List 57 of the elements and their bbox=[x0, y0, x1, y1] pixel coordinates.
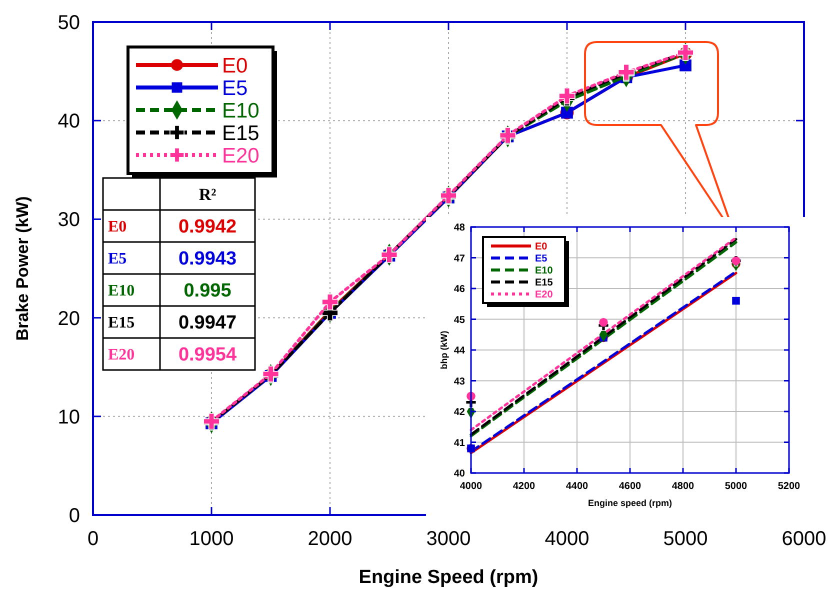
annotation: E10 bbox=[108, 282, 135, 300]
y-axis-title: Brake Power (kW) bbox=[13, 196, 32, 341]
y-tick-label: 44 bbox=[454, 346, 466, 356]
x-tick-label: 6000 bbox=[782, 528, 826, 550]
x-axis-title: Engine speed (rpm) bbox=[588, 498, 672, 508]
y-tick-label: 40 bbox=[58, 110, 80, 133]
x-tick-label: 5200 bbox=[778, 481, 801, 492]
y-tick-label: 30 bbox=[58, 209, 80, 232]
annotation: 0.9954 bbox=[178, 344, 237, 366]
annotation: 0.9943 bbox=[178, 248, 237, 270]
y-tick-label: 50 bbox=[58, 12, 80, 34]
x-tick-label: 3000 bbox=[426, 528, 471, 550]
x-tick-label: 4600 bbox=[618, 481, 642, 492]
x-tick-label: 2000 bbox=[308, 528, 352, 550]
point bbox=[732, 296, 740, 305]
annotation: R² bbox=[198, 184, 216, 204]
x-tick-label: 4000 bbox=[460, 481, 483, 492]
point bbox=[322, 294, 338, 310]
x-tick-label: 4800 bbox=[672, 481, 695, 492]
y-tick-label: 48 bbox=[454, 222, 466, 234]
legend-label: E15 bbox=[535, 278, 554, 288]
annotation: 0.995 bbox=[184, 280, 232, 302]
legend-label: E0 bbox=[535, 242, 548, 252]
legend-label: E5 bbox=[222, 76, 248, 100]
y-tick-label: 41 bbox=[454, 438, 466, 449]
annotation: E15 bbox=[108, 314, 135, 332]
x-tick-label: 4200 bbox=[512, 481, 536, 492]
legend-label: E15 bbox=[222, 122, 260, 145]
y-tick-label: 42 bbox=[454, 407, 466, 418]
point bbox=[599, 318, 608, 327]
x-tick-label: 4400 bbox=[566, 481, 589, 492]
y-tick-label: 46 bbox=[454, 284, 466, 295]
legend-label: E20 bbox=[535, 290, 554, 300]
legend-label: E10 bbox=[222, 99, 260, 122]
y-tick-label: 47 bbox=[454, 253, 466, 264]
x-tick-label: 1000 bbox=[189, 528, 234, 550]
annotation: 0.9947 bbox=[178, 312, 237, 334]
x-tick-label: 5000 bbox=[724, 481, 748, 492]
x-tick-label: 5000 bbox=[663, 528, 708, 550]
y-tick-label: 40 bbox=[454, 468, 466, 480]
legend-label: E20 bbox=[222, 144, 260, 168]
y-tick-label: 43 bbox=[454, 376, 466, 388]
legend-label: E10 bbox=[535, 266, 554, 276]
annotation: E5 bbox=[108, 250, 127, 268]
legend-label: E0 bbox=[222, 54, 248, 78]
annotation: E20 bbox=[108, 346, 135, 364]
y-tick-label: 10 bbox=[58, 406, 80, 428]
annotation: E0 bbox=[108, 218, 127, 236]
y-tick-label: 20 bbox=[58, 308, 80, 330]
x-tick-label: 4000 bbox=[544, 528, 590, 550]
x-axis-title: Engine Speed (rpm) bbox=[358, 567, 538, 588]
legend-label: E5 bbox=[535, 254, 548, 264]
y-tick-label: 0 bbox=[68, 505, 80, 527]
annotation: 0.9942 bbox=[178, 216, 237, 238]
y-tick-label: 45 bbox=[454, 314, 466, 326]
y-axis-title: bhp (kW) bbox=[439, 330, 449, 370]
x-tick-label: 0 bbox=[87, 528, 99, 550]
